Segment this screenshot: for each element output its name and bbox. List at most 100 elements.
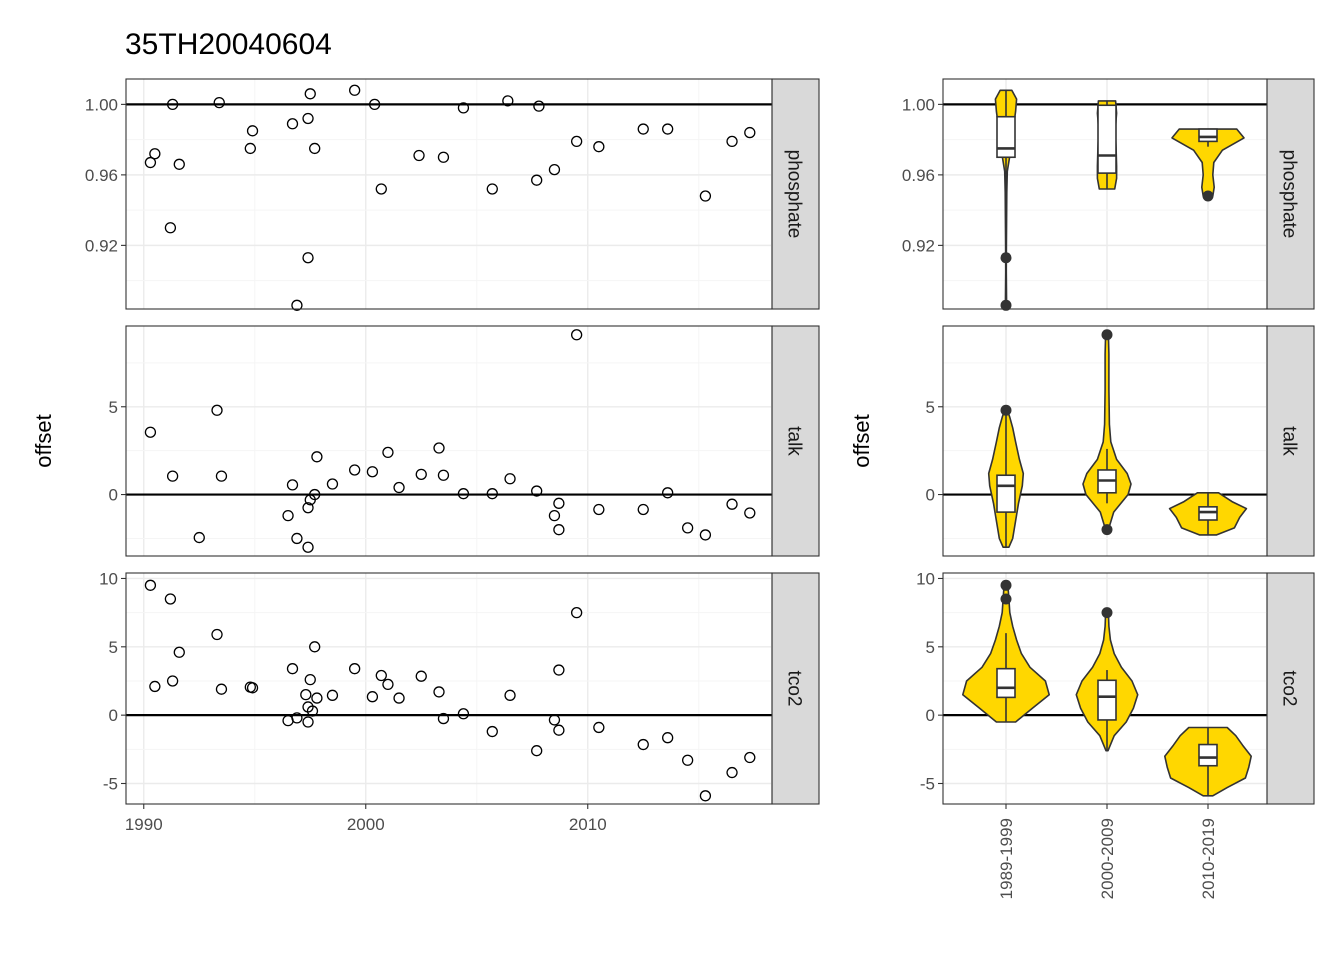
scatter-phosphate-point (502, 95, 514, 107)
scatter-phosphate-point (457, 102, 470, 114)
scatter-tco2-point (382, 678, 394, 691)
scatter-tco2-point (311, 692, 323, 704)
violin-phosphate-box (996, 115, 1016, 159)
scatter-talk-border (125, 325, 773, 557)
y-axis-label-left: offset (31, 414, 56, 467)
scatter-talk-y-tick-label: 0 (109, 486, 118, 505)
scatter-tco2-point (149, 680, 161, 693)
scatter-tco2-point (437, 712, 450, 725)
scatter-tco2-strip-label: tco2 (784, 671, 805, 707)
violin-tco2-y-tick-label: 0 (926, 706, 935, 725)
scatter-talk-point (531, 485, 543, 497)
scatter-talk-point (286, 479, 299, 491)
violin-talk-outlier (1101, 524, 1113, 536)
scatter-panels: phosphate 0.92 0.96 1.00 talk 0 5 tco2 -5 0 5 10 199… (85, 78, 820, 834)
scatter-tco2-point (553, 664, 565, 676)
violin-talk-strip (1266, 325, 1315, 557)
scatter-phosphate-point (246, 125, 259, 137)
violin-talk-outlier (1000, 404, 1012, 416)
violin-phosphate-outlier (1000, 299, 1012, 311)
scatter-phosphate-point (533, 100, 545, 112)
violin-talk-outlier (1101, 329, 1113, 341)
scatter-tco2-point (166, 675, 179, 687)
scatter-talk-point (415, 468, 427, 481)
scatter-tco2-y-tick-label: 0 (109, 706, 118, 725)
violin-tco2-box (996, 667, 1016, 699)
scatter-talk-point (662, 487, 674, 499)
scatter-phosphate-point (213, 96, 225, 109)
scatter-phosphate-background (126, 79, 772, 309)
x-tick-label: 1990 (125, 815, 163, 834)
scatter-phosphate-point (309, 142, 321, 155)
scatter-phosphate-point (244, 142, 256, 155)
scatter-talk-point (437, 469, 450, 481)
scatter-talk-point (311, 451, 323, 463)
scatter-panel-talk: talk 0 5 (109, 325, 820, 557)
scatter-talk-strip (771, 325, 820, 557)
scatter-phosphate-point (291, 299, 303, 311)
scatter-tco2-y-tick-label: 10 (99, 569, 118, 588)
scatter-phosphate-point (368, 98, 381, 111)
scatter-tco2-point (548, 714, 561, 726)
scatter-tco2-point (570, 606, 583, 619)
scatter-phosphate-strip (771, 78, 820, 310)
category-tick-label: 2000-2009 (1098, 818, 1117, 899)
scatter-tco2-point (457, 708, 470, 720)
x-tick-label: 2010 (569, 815, 607, 834)
scatter-tco2-point (393, 692, 405, 704)
violin-tco2-outlier (1000, 593, 1012, 605)
violin-tco2-strip-label: tco2 (1279, 671, 1300, 707)
scatter-phosphate-y-tick-label: 0.96 (85, 166, 118, 185)
scatter-talk-background (126, 326, 772, 556)
violin-tco2-strip (1266, 572, 1315, 805)
scatter-talk-point (309, 488, 321, 501)
violin-phosphate-y-tick-label: 0.96 (902, 166, 935, 185)
scatter-phosphate-point (593, 141, 605, 153)
scatter-panel-phosphate: phosphate 0.92 0.96 1.00 (85, 78, 820, 311)
scatter-phosphate-point (413, 149, 425, 162)
scatter-phosphate-point (486, 183, 498, 195)
violin-phosphate-violin (1171, 128, 1245, 197)
scatter-phosphate-point (304, 88, 316, 100)
scatter-talk-point (699, 529, 712, 541)
scatter-talk-point (681, 522, 694, 534)
scatter-tco2-point (349, 663, 361, 675)
scatter-phosphate-point (164, 222, 177, 234)
scatter-talk-point (291, 532, 303, 545)
scatter-talk-point (486, 488, 498, 500)
scatter-tco2-point (726, 766, 738, 779)
scatter-panel-tco2: tco2 -5 0 5 10 1990 2000 2010 (99, 569, 820, 834)
scatter-talk-point (553, 524, 565, 536)
scatter-phosphate-point (570, 135, 583, 148)
violin-phosphate-outlier (1000, 252, 1012, 264)
scatter-talk-y-tick-label: 5 (109, 398, 118, 417)
scatter-talk-point (504, 473, 516, 485)
scatter-phosphate-point (726, 135, 738, 148)
scatter-phosphate-point (286, 118, 299, 130)
violin-phosphate-box (1198, 128, 1218, 143)
scatter-tco2-point (173, 646, 185, 658)
scatter-talk-point (637, 503, 649, 516)
scatter-tco2-point (164, 593, 177, 605)
violin-phosphate-strip (1266, 78, 1315, 310)
scatter-phosphate-point (149, 148, 161, 160)
scatter-phosphate-point (349, 84, 361, 96)
violin-phosphate-y-tick-label: 1.00 (902, 95, 935, 114)
scatter-talk-point (457, 488, 470, 500)
scatter-tco2-strip (771, 572, 820, 805)
scatter-tco2-point (300, 689, 312, 701)
scatter-talk-point (744, 507, 756, 519)
scatter-talk-point (393, 481, 405, 494)
scatter-tco2-point (246, 682, 259, 694)
scatter-tco2-point (375, 669, 387, 682)
scatter-talk-point (166, 470, 179, 482)
violin-phosphate-outlier (1202, 190, 1214, 202)
scatter-phosphate-border (125, 78, 773, 310)
violin-tco2-box (1097, 679, 1117, 721)
scatter-phosphate-point (699, 190, 712, 202)
scatter-phosphate-point (302, 112, 314, 125)
scatter-phosphate-point (144, 156, 157, 169)
scatter-tco2-point (211, 628, 223, 641)
scatter-talk-point (433, 442, 445, 454)
violin-phosphate-box (1097, 104, 1117, 174)
